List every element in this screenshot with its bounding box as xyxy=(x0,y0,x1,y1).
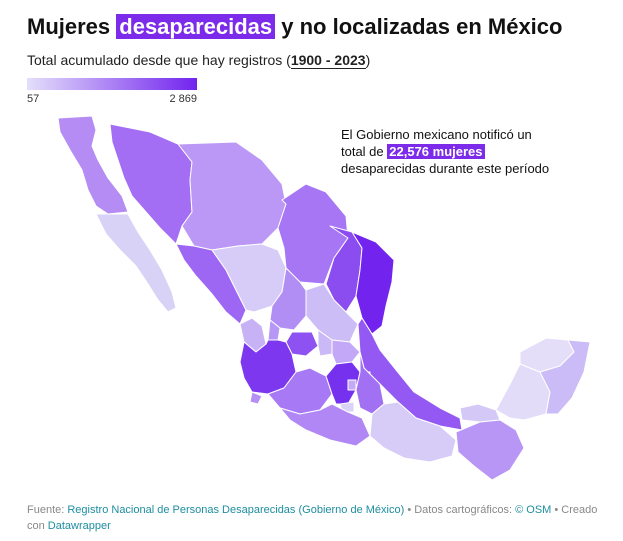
state-colima[interactable] xyxy=(249,391,263,405)
title-highlight: desaparecidas xyxy=(116,14,276,39)
state-chihuahua[interactable] xyxy=(177,141,287,251)
state-san-luis-potosi[interactable] xyxy=(305,283,359,343)
osm-link[interactable]: © OSM xyxy=(515,504,552,516)
state-hidalgo[interactable] xyxy=(331,339,361,365)
state-jalisco[interactable] xyxy=(239,339,297,395)
annotation-highlight: 22,576 mujeres xyxy=(387,144,485,159)
state-quintana-roo[interactable] xyxy=(539,339,591,415)
state-oaxaca[interactable] xyxy=(369,401,457,463)
state-sinaloa[interactable] xyxy=(175,243,247,325)
subtitle-range: 1900 - 2023 xyxy=(290,52,366,69)
state-chiapas[interactable] xyxy=(455,419,525,481)
legend-gradient-bar xyxy=(27,78,197,90)
mexico-choropleth-map xyxy=(57,115,591,481)
state-tabasco[interactable] xyxy=(459,403,501,423)
legend-max-label: 2 869 xyxy=(169,93,197,105)
state-ciudad-de-mexico[interactable] xyxy=(347,379,357,391)
legend-min-label: 57 xyxy=(27,93,40,105)
map-subtitle: Total acumulado desde que hay registros … xyxy=(27,52,371,69)
map-footer: Fuente: Registro Nacional de Personas De… xyxy=(27,504,598,532)
state-baja-california[interactable] xyxy=(57,115,129,215)
state-guerrero[interactable] xyxy=(279,403,371,447)
state-queretaro[interactable] xyxy=(317,329,333,357)
state-baja-california-sur[interactable] xyxy=(95,213,177,313)
map-annotation: El Gobierno mexicano notificó un total d… xyxy=(341,127,550,176)
datawrapper-link[interactable]: Datawrapper xyxy=(47,520,111,532)
source-link[interactable]: Registro Nacional de Personas Desapareci… xyxy=(67,504,405,516)
color-legend: 57 2 869 xyxy=(27,78,197,107)
state-tamaulipas[interactable] xyxy=(351,231,395,335)
map-title: Mujeres desaparecidas y no localizadas e… xyxy=(27,14,563,39)
